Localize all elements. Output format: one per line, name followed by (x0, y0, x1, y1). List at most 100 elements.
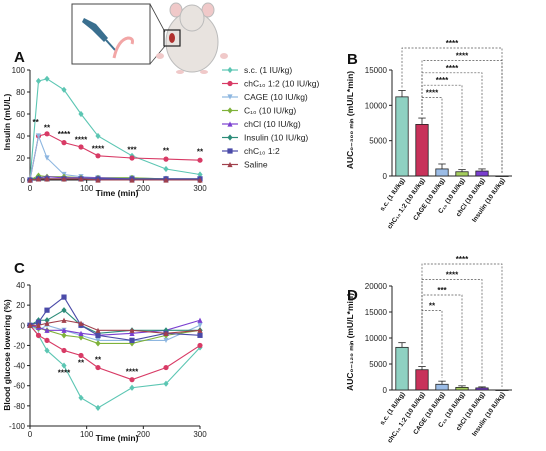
chart-a-point (95, 132, 101, 140)
chart-c-ytick-label: 0 (21, 321, 26, 330)
chart-d-category-label: chC₁₀ 1:2 (10 IU/kg) (386, 391, 426, 444)
chart-c-ytick-label: -100 (9, 422, 26, 431)
chart-c-point (78, 352, 84, 359)
chart-a-point (61, 140, 67, 146)
chart-c-point (95, 332, 101, 338)
chart-b-ytick-label: 0 (383, 172, 388, 181)
legend-label: chC₁₀ 1:2 (10 IU/kg) (244, 79, 320, 89)
chart-a-point (61, 86, 67, 93)
chart-b-bar (415, 124, 429, 177)
chart-c-point (44, 307, 50, 313)
panel-label-c: C (14, 260, 25, 277)
legend-marker (227, 148, 233, 154)
chart-a-significance: ** (44, 124, 51, 133)
chart-c-point (95, 340, 101, 347)
legend-label: CAGE (10 IU/kg) (244, 92, 308, 102)
chart-c-ytick-label: -40 (13, 362, 25, 371)
chart-d-ytick-label: 20000 (365, 282, 388, 291)
chart-c-ytick-label: -20 (13, 341, 25, 350)
chart-a-series-line (29, 134, 200, 181)
chart-d-bracket-label: **** (456, 255, 469, 264)
chart-a-point (95, 177, 101, 183)
chart-c-ytick-label: -80 (13, 402, 25, 411)
chart-c-point (44, 317, 50, 324)
chart-a-xtick-label: 100 (80, 184, 94, 193)
chart-c-point (35, 319, 42, 325)
chart-a-point (44, 75, 50, 82)
chart-a-point (197, 177, 203, 183)
chart-c-point (163, 330, 169, 336)
chart-d-bar (395, 346, 409, 391)
chart-a-significance: **** (92, 144, 105, 153)
chart-a-ytick-label: 20 (16, 154, 25, 163)
legend-marker (227, 107, 233, 114)
legend-label: chCl (10 IU/kg) (244, 119, 301, 129)
chart-b-bracket-label: **** (426, 89, 439, 98)
chart-c-point (163, 364, 169, 371)
chart-c-point (129, 384, 135, 391)
chart-b-bracket (421, 60, 503, 173)
chart-a-point (78, 110, 84, 118)
chart-c-point (197, 317, 203, 323)
chart-a-xtick-label: 300 (193, 184, 207, 193)
legend-marker (227, 94, 233, 100)
chart-d-ytick-label: 15000 (365, 308, 388, 317)
chart-a-ytick-label: 40 (16, 132, 25, 141)
chart-c-point (44, 320, 50, 326)
legend: s.c. (1 IU/kg) chC₁₀ 1:2 (10 IU/kg) CAGE (… (222, 65, 320, 170)
chart-a-point (163, 177, 169, 183)
chart-a-significance: *** (127, 146, 137, 155)
chart-a-point (163, 165, 169, 173)
chart-a-series-line (29, 133, 201, 181)
chart-b-ytick-label: 15000 (365, 66, 388, 75)
chart-c-point (197, 327, 203, 333)
chart-a-point (197, 157, 203, 163)
legend-label: Saline (244, 160, 268, 170)
chart-c-point (61, 327, 67, 333)
chart-c-point (27, 322, 33, 328)
chart-c-point (35, 332, 42, 338)
chart-b-bracket (421, 72, 483, 166)
chart-d-bracket (421, 310, 443, 379)
illustration (71, 2, 228, 74)
chart-a-point (163, 156, 169, 162)
chart-a-significance: ** (33, 118, 40, 127)
chart-a-xlabel: Time (min) (96, 188, 139, 198)
chart-a-ytick-label: 100 (12, 66, 26, 75)
chart-c-point (61, 347, 67, 354)
chart-d-ylabel: AUC₀₋₁₂₀ ₘᵢₙ (mU/L*min) (345, 293, 355, 391)
chart-c-point (197, 342, 203, 349)
panel-label-b: B (347, 51, 358, 68)
chart-c-point (61, 307, 67, 314)
chart-a-point (197, 171, 203, 178)
chart-c-point (61, 362, 67, 369)
panel-label-a: A (14, 49, 25, 66)
chart-a-ytick-label: 80 (16, 88, 25, 97)
chart-a-point (35, 133, 42, 139)
chart-c-point (197, 332, 203, 338)
chart-a-point (129, 155, 135, 161)
chart-c-xlabel: Time (min) (96, 433, 139, 443)
chart-c-point (44, 327, 50, 333)
mouse-icon (156, 2, 228, 74)
chart-d-bar (495, 389, 509, 391)
chart-c-point (61, 294, 67, 300)
chart-b-bracket (401, 47, 503, 173)
chart-c-ylabel: Blood glucose lowering (%) (2, 299, 12, 411)
chart-a-xtick-label: 0 (28, 184, 33, 193)
chart-b-bar (395, 96, 409, 177)
legend-marker (227, 161, 233, 168)
chart-a-series-line (29, 78, 201, 181)
chart-c-point (163, 337, 169, 343)
chart-a-significance: **** (75, 136, 88, 145)
chart-b-bar (495, 175, 509, 177)
chart-c-point (35, 322, 42, 328)
chart-b-category-label: chC₁₀ 1:2 (10 IU/kg) (386, 177, 426, 230)
chart-c-ytick-label: 40 (16, 281, 25, 290)
chart-b-bar (455, 171, 469, 177)
chart-c-point (61, 332, 67, 339)
chart-a-point (129, 177, 135, 183)
chart-d-bracket-label: **** (446, 271, 459, 280)
